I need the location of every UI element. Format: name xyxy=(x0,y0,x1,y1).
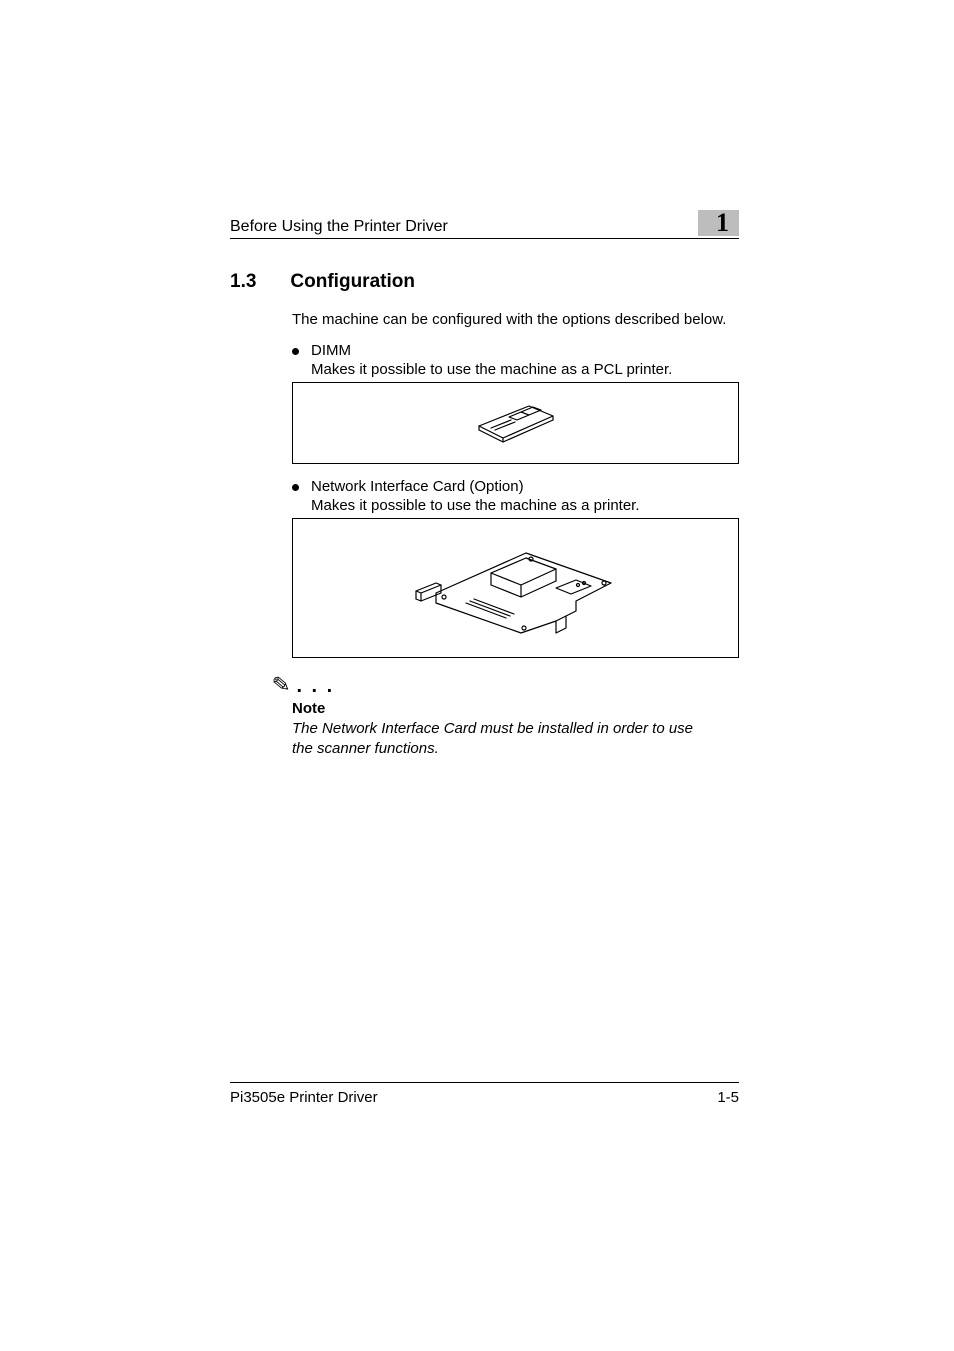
page-footer: Pi3505e Printer Driver 1-5 xyxy=(230,1082,739,1106)
nic-illustration-icon xyxy=(406,533,626,643)
ellipsis-icon: . . . xyxy=(296,675,334,698)
running-header: Before Using the Printer Driver 1 xyxy=(230,210,739,239)
note-label: Note xyxy=(292,700,739,717)
footer-page-number: 1-5 xyxy=(717,1089,739,1106)
dimm-figure xyxy=(292,382,739,464)
page: Before Using the Printer Driver 1 1.3 Co… xyxy=(0,0,954,1351)
section-intro: The machine can be configured with the o… xyxy=(292,311,739,328)
note-block: ✎ . . . Note The Network Interface Card … xyxy=(272,672,739,760)
config-item: DIMM Makes it possible to use the machin… xyxy=(292,342,739,378)
nic-figure xyxy=(292,518,739,658)
config-item-description: Makes it possible to use the machine as … xyxy=(311,361,739,378)
note-icon-row: ✎ . . . xyxy=(272,672,739,698)
note-text: The Network Interface Card must be insta… xyxy=(292,719,712,760)
bullet-icon xyxy=(292,484,299,491)
config-item-description: Makes it possible to use the machine as … xyxy=(311,497,739,514)
dimm-illustration-icon xyxy=(471,398,561,448)
pencil-icon: ✎ xyxy=(271,671,292,699)
config-item-title: DIMM xyxy=(311,342,351,359)
bullet-icon xyxy=(292,348,299,355)
config-item: Network Interface Card (Option) Makes it… xyxy=(292,478,739,514)
section-number: 1.3 xyxy=(230,271,256,293)
config-item-title: Network Interface Card (Option) xyxy=(311,478,524,495)
running-title: Before Using the Printer Driver xyxy=(230,218,448,236)
section-heading: 1.3 Configuration xyxy=(230,271,739,293)
chapter-number-badge: 1 xyxy=(698,210,739,236)
section-title: Configuration xyxy=(290,271,415,293)
footer-doc-title: Pi3505e Printer Driver xyxy=(230,1089,378,1106)
